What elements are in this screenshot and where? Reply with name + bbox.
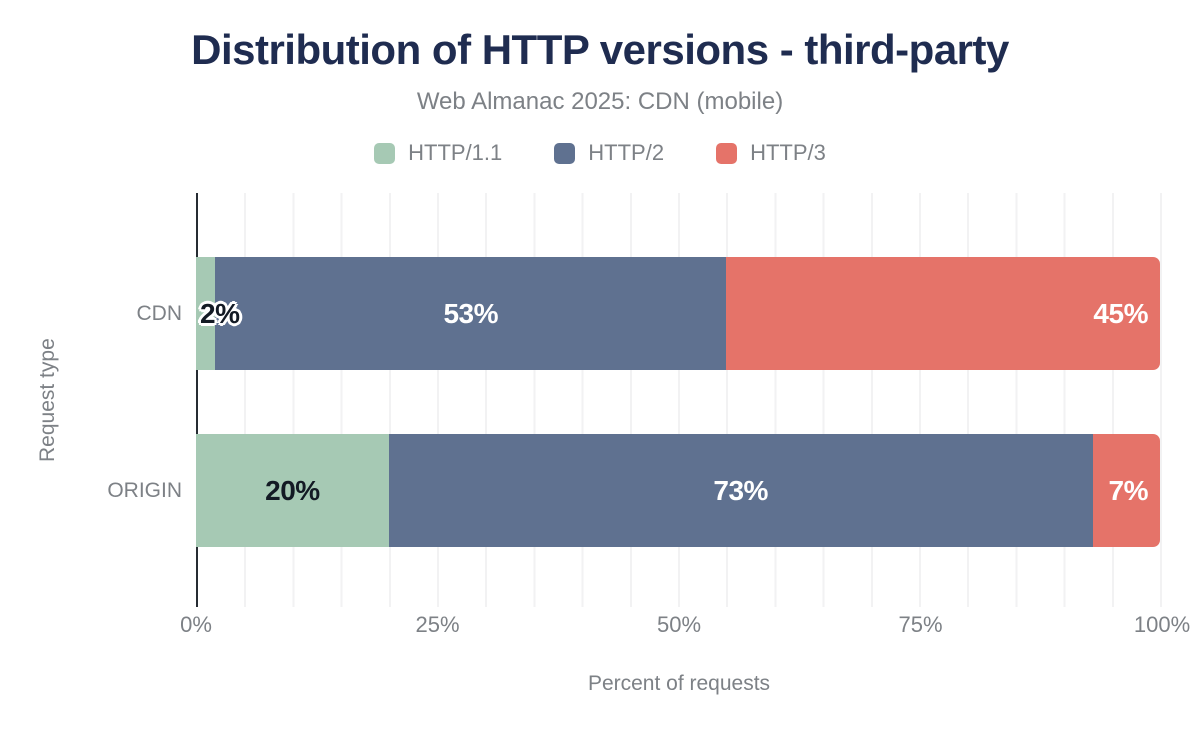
legend-item-http11[interactable]: HTTP/1.1 bbox=[374, 140, 502, 166]
segment-origin-http11[interactable]: 20% bbox=[196, 434, 389, 547]
x-tick-label: 0% bbox=[180, 612, 212, 637]
legend-item-http2[interactable]: HTTP/2 bbox=[554, 140, 664, 166]
segment-value-label: 7% bbox=[1108, 474, 1149, 506]
segment-value-label: 2% bbox=[200, 297, 240, 329]
segment-cdn-http2[interactable]: 53% bbox=[215, 257, 727, 370]
segment-value-label: 45% bbox=[1093, 297, 1148, 329]
x-tick-label: 100% bbox=[1133, 612, 1191, 637]
segment-origin-http3[interactable]: 7% bbox=[1092, 434, 1160, 547]
x-tick-label: 50% bbox=[656, 612, 702, 637]
segment-cdn-http11[interactable]: 2% bbox=[196, 257, 240, 370]
segment-cdn-http3[interactable]: 45% bbox=[726, 257, 1160, 370]
segment-value-label: 20% bbox=[265, 474, 320, 506]
segment-value-label: 53% bbox=[443, 297, 498, 329]
segment-origin-http2[interactable]: 73% bbox=[388, 434, 1093, 547]
legend-label: HTTP/2 bbox=[588, 140, 665, 165]
chart-title: Distribution of HTTP versions - third-pa… bbox=[191, 26, 1009, 73]
category-label-origin: ORIGIN bbox=[107, 478, 182, 502]
legend-label: HTTP/1.1 bbox=[408, 140, 503, 165]
bar-origin: 20% 73% 7% bbox=[196, 434, 1160, 547]
plot-area: 2% 53% 45% 20% 73% 7% bbox=[196, 193, 1162, 607]
legend-item-http3[interactable]: HTTP/3 bbox=[716, 140, 826, 166]
x-axis: 0% 25% 50% 75% 100% bbox=[180, 612, 1190, 640]
bar-cdn: 2% 53% 45% bbox=[196, 257, 1160, 370]
category-axis: CDN ORIGIN bbox=[0, 193, 182, 607]
segment-value-label: 73% bbox=[713, 474, 768, 506]
legend-swatch-icon bbox=[554, 142, 576, 164]
x-tick-label: 25% bbox=[415, 612, 460, 637]
chart-subtitle: Web Almanac 2025: CDN (mobile) bbox=[416, 88, 784, 115]
legend: HTTP/1.1 HTTP/2 HTTP/3 bbox=[0, 140, 1200, 166]
legend-label: HTTP/3 bbox=[750, 140, 826, 165]
legend-swatch-icon bbox=[716, 142, 738, 164]
x-tick-label: 75% bbox=[898, 612, 943, 637]
category-label-cdn: CDN bbox=[136, 301, 183, 325]
legend-swatch-icon bbox=[374, 142, 396, 164]
x-axis-title: Percent of requests bbox=[587, 672, 771, 695]
